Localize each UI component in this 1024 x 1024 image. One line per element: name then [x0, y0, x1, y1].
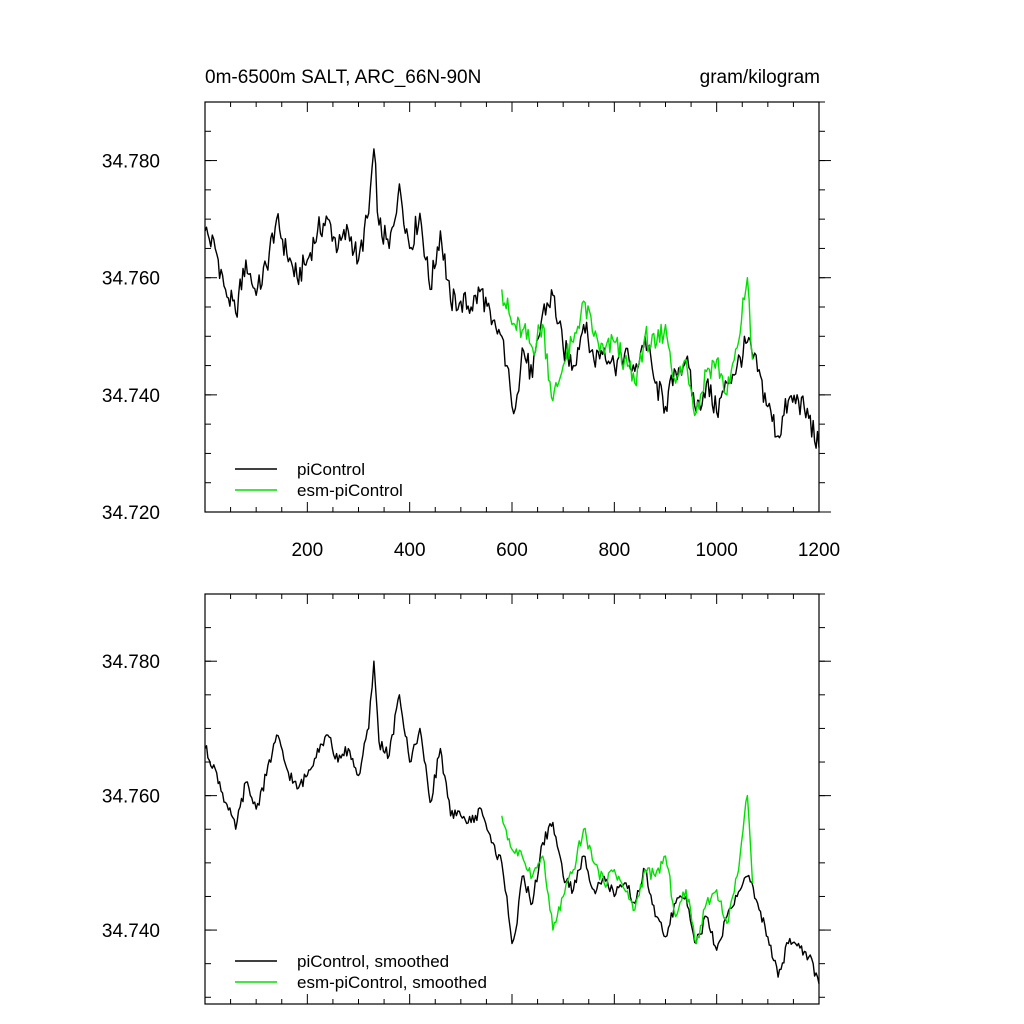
- y-tick-label: 34.760: [102, 269, 160, 290]
- x-tick-label: 200: [291, 540, 323, 561]
- bottom-legend: piControl, smoothed esm-piControl, smoot…: [235, 952, 487, 992]
- legend-label-picontrol: piControl: [297, 460, 365, 479]
- bottom-series-group: [204, 660, 820, 984]
- series-line-esm-picontrol-smoothed: [501, 794, 754, 945]
- series-line-esm-picontrol: [501, 277, 754, 417]
- y-tick-label: 34.780: [102, 652, 160, 673]
- top-series-group: [204, 148, 820, 449]
- legend-label-picontrol-smoothed: piControl, smoothed: [297, 952, 449, 971]
- top-legend: piControl esm-piControl: [235, 460, 403, 500]
- top-panel-units: gram/kilogram: [700, 67, 820, 88]
- y-tick-label: 34.740: [102, 921, 160, 942]
- top-panel: 0m-6500m SALT, ARC_66N-90N gram/kilogram…: [102, 67, 840, 561]
- y-tick-label: 34.720: [102, 503, 160, 524]
- top-plot-frame: [204, 101, 820, 513]
- y-tick-label: 34.740: [102, 386, 160, 407]
- bottom-panel: 34.740 34.760 34.780 piControl, smoothed e…: [102, 593, 831, 1005]
- x-tick-label: 1000: [696, 540, 738, 561]
- legend-label-esm-picontrol-smoothed: esm-piControl, smoothed: [297, 973, 487, 992]
- x-tick-label: 600: [496, 540, 528, 561]
- legend-label-esm-picontrol: esm-piControl: [297, 481, 403, 500]
- bottom-axis-ticks: 34.740 34.760 34.780: [102, 593, 831, 1004]
- x-tick-label: 400: [394, 540, 426, 561]
- top-axis-ticks: 200 400 600 800 1000 1200 34.720 34.740 34.760 34…: [102, 101, 840, 561]
- series-line-picontrol-smoothed: [204, 660, 820, 984]
- x-tick-label: 1200: [798, 540, 840, 561]
- x-tick-label: 800: [598, 540, 630, 561]
- y-tick-label: 34.760: [102, 787, 160, 808]
- series-line-picontrol: [204, 148, 820, 449]
- y-tick-label: 34.780: [102, 152, 160, 173]
- top-panel-title: 0m-6500m SALT, ARC_66N-90N: [205, 67, 481, 88]
